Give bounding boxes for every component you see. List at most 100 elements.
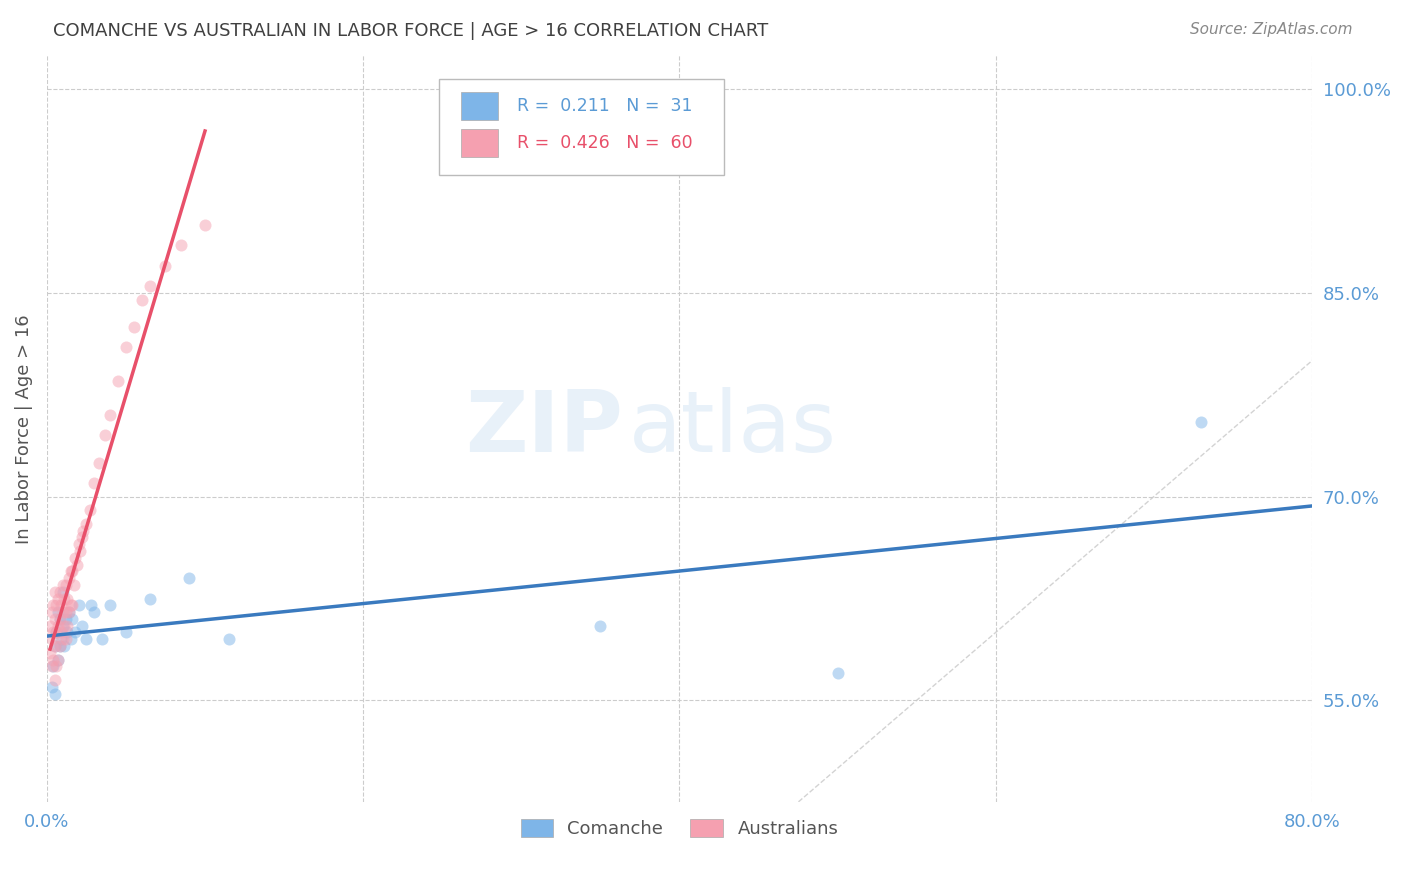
Point <box>1189 415 1212 429</box>
Point <box>179 571 201 585</box>
Point <box>60 565 83 579</box>
Point <box>79 503 101 517</box>
Point <box>45 599 67 613</box>
Y-axis label: In Labor Force | Age > 16: In Labor Force | Age > 16 <box>15 314 32 543</box>
Point <box>46 605 69 619</box>
Point <box>59 599 82 613</box>
Point <box>83 605 105 619</box>
Point <box>53 639 76 653</box>
Point <box>75 516 97 531</box>
Point <box>56 591 79 606</box>
Point <box>55 578 77 592</box>
Point <box>70 618 93 632</box>
Point <box>75 632 97 647</box>
Point <box>46 618 69 632</box>
FancyBboxPatch shape <box>461 92 499 120</box>
FancyBboxPatch shape <box>461 129 499 158</box>
Point <box>65 550 87 565</box>
Point <box>44 584 66 599</box>
Point <box>83 476 105 491</box>
Point <box>59 632 82 647</box>
Point <box>131 293 153 307</box>
Point <box>49 625 72 640</box>
Point <box>69 544 91 558</box>
Legend: Comanche, Australians: Comanche, Australians <box>513 812 845 846</box>
Point <box>44 639 66 653</box>
Point <box>52 632 75 647</box>
Point <box>44 612 66 626</box>
Point <box>138 591 160 606</box>
Point <box>56 618 79 632</box>
Point <box>72 524 94 538</box>
Point <box>589 618 612 632</box>
Point <box>46 653 69 667</box>
Point <box>218 632 240 647</box>
Point <box>48 584 70 599</box>
Point <box>107 374 129 388</box>
Point <box>49 632 72 647</box>
Point <box>52 578 75 592</box>
Point <box>41 659 63 673</box>
Point <box>46 653 69 667</box>
Point <box>58 571 80 585</box>
Point <box>62 578 84 592</box>
Text: Source: ZipAtlas.com: Source: ZipAtlas.com <box>1189 22 1353 37</box>
Point <box>155 259 177 273</box>
Point <box>55 612 77 626</box>
Point <box>138 279 160 293</box>
Point <box>44 687 66 701</box>
Point <box>59 565 82 579</box>
Point <box>98 408 121 422</box>
Point <box>87 456 110 470</box>
Point <box>66 558 89 572</box>
Point <box>98 599 121 613</box>
Point <box>56 625 79 640</box>
Point <box>48 639 70 653</box>
Point <box>49 599 72 613</box>
Point <box>115 625 138 640</box>
Point <box>827 666 849 681</box>
Point <box>41 680 63 694</box>
Text: atlas: atlas <box>628 387 837 470</box>
Point <box>52 605 75 619</box>
Point <box>41 605 63 619</box>
Point <box>52 618 75 632</box>
Text: R =  0.426   N =  60: R = 0.426 N = 60 <box>517 135 693 153</box>
Point <box>65 625 87 640</box>
Point <box>41 632 63 647</box>
Point <box>42 659 65 673</box>
Point <box>80 599 103 613</box>
Point <box>122 319 145 334</box>
Point <box>46 591 69 606</box>
Point <box>67 599 90 613</box>
Point <box>48 612 70 626</box>
Point <box>55 632 77 647</box>
Point <box>44 639 66 653</box>
Point <box>42 653 65 667</box>
Point <box>91 632 114 647</box>
Point <box>55 605 77 619</box>
Point <box>70 530 93 544</box>
Point <box>115 340 138 354</box>
Point <box>42 599 65 613</box>
Point <box>94 428 117 442</box>
Point <box>60 612 83 626</box>
Point <box>42 625 65 640</box>
Text: ZIP: ZIP <box>465 387 623 470</box>
Point <box>45 625 67 640</box>
Point <box>44 673 66 687</box>
Point <box>58 605 80 619</box>
Point <box>52 584 75 599</box>
Text: COMANCHE VS AUSTRALIAN IN LABOR FORCE | AGE > 16 CORRELATION CHART: COMANCHE VS AUSTRALIAN IN LABOR FORCE | … <box>53 22 769 40</box>
Point <box>58 605 80 619</box>
Point <box>67 537 90 551</box>
Point <box>48 612 70 626</box>
FancyBboxPatch shape <box>439 79 724 175</box>
Point <box>53 591 76 606</box>
Point <box>48 639 70 653</box>
Point <box>39 646 62 660</box>
Point <box>45 659 67 673</box>
Point <box>39 618 62 632</box>
Point <box>53 618 76 632</box>
Point <box>170 238 193 252</box>
